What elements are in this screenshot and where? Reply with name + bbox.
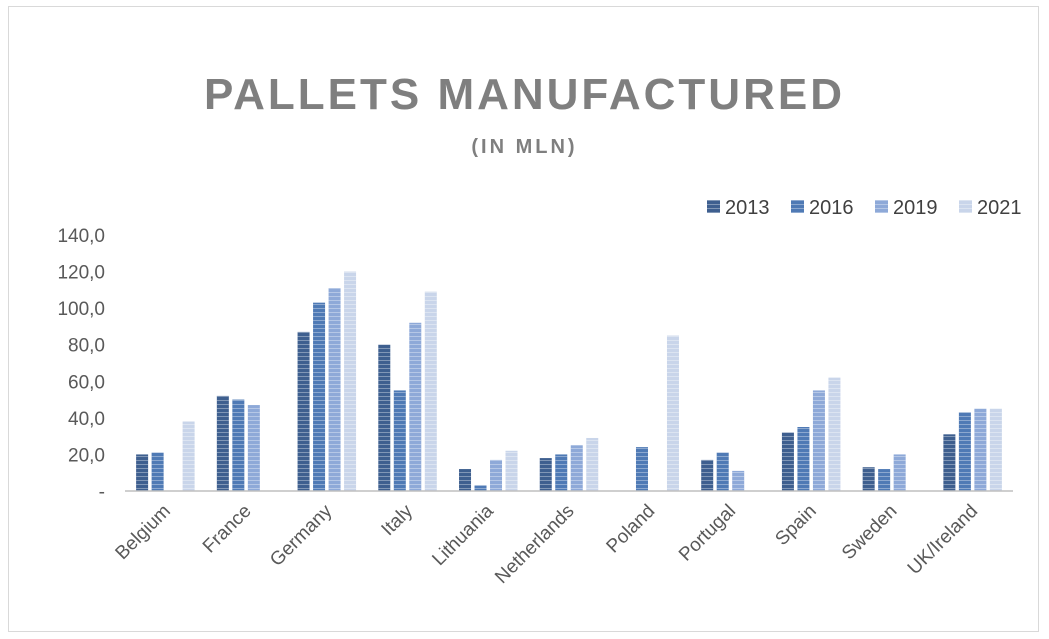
bar-texture xyxy=(539,458,552,491)
bar-texture xyxy=(344,271,357,491)
legend: 2013 2016 2019 2021 xyxy=(707,197,1022,219)
chart-frame xyxy=(8,6,1039,632)
x-tick-label: Germany xyxy=(266,500,336,570)
bar-texture xyxy=(878,469,891,491)
chart-title: PALLETS MANUFACTURED xyxy=(204,70,845,119)
bar-texture xyxy=(136,454,149,491)
legend-label: 2016 xyxy=(809,197,854,219)
legend-swatch-texture xyxy=(875,200,888,213)
y-tick-label: 80,0 xyxy=(68,336,105,357)
bar-texture xyxy=(247,405,260,491)
bar-texture xyxy=(828,377,841,491)
bar-texture xyxy=(958,412,971,491)
bar-texture xyxy=(216,395,229,491)
y-tick-label: 60,0 xyxy=(68,372,105,393)
y-axis: - 20,0 40,0 60,0 80,0 100,0 120,0 140,0 xyxy=(57,226,105,503)
bar-texture xyxy=(781,432,794,491)
bar-texture xyxy=(812,390,825,491)
bar-texture xyxy=(570,445,583,491)
x-tick-label: Portugal xyxy=(675,501,740,566)
bar-texture xyxy=(862,467,875,491)
legend-swatch-texture xyxy=(707,200,720,213)
x-tick-label: Lithuania xyxy=(428,500,498,570)
legend-label: 2021 xyxy=(977,197,1022,219)
bar-texture xyxy=(797,427,810,491)
x-tick-label: France xyxy=(199,501,256,558)
bar-texture xyxy=(732,470,745,491)
legend-label: 2013 xyxy=(725,197,770,219)
bar-texture xyxy=(328,288,341,491)
bar-texture xyxy=(151,452,164,491)
bar-texture xyxy=(716,452,729,491)
x-tick-label: Spain xyxy=(771,501,820,550)
bar-texture xyxy=(297,331,310,491)
x-tick-label: UK/Ireland xyxy=(904,501,982,579)
bar-texture xyxy=(989,408,1002,491)
bar-texture xyxy=(555,454,568,491)
bar-texture xyxy=(701,459,714,491)
bar-texture xyxy=(313,302,326,491)
bar-texture xyxy=(490,459,503,491)
y-tick-label: 40,0 xyxy=(68,409,105,430)
bar-texture xyxy=(635,447,648,491)
bar-texture xyxy=(893,454,906,491)
bar-texture xyxy=(424,291,437,491)
bar-texture xyxy=(666,335,679,491)
chart-subtitle: (IN MLN) xyxy=(471,136,578,158)
legend-label: 2019 xyxy=(893,197,938,219)
x-tick-label: Netherlands xyxy=(491,501,578,588)
bar-texture xyxy=(232,399,245,491)
y-tick-label: 120,0 xyxy=(57,263,105,284)
bar-texture xyxy=(459,469,472,491)
bars xyxy=(136,271,1002,491)
y-tick-label: 20,0 xyxy=(68,445,105,466)
bar-texture xyxy=(505,450,518,491)
bar-texture xyxy=(409,322,422,491)
x-tick-label: Poland xyxy=(603,501,660,558)
x-tick-label: Italy xyxy=(378,500,418,540)
x-tick-label: Belgium xyxy=(112,501,175,564)
legend-swatch-texture xyxy=(791,200,804,213)
x-tick-label: Sweden xyxy=(838,501,901,564)
legend-swatch-texture xyxy=(959,200,972,213)
y-tick-label: 100,0 xyxy=(57,299,105,320)
y-tick-label: 140,0 xyxy=(57,226,105,247)
bar-texture xyxy=(586,437,599,491)
bar-texture xyxy=(182,421,195,491)
bar-texture xyxy=(943,434,956,491)
y-tick-label: - xyxy=(99,482,105,503)
bar-texture xyxy=(378,344,391,491)
bar-texture xyxy=(974,408,987,491)
bar-texture xyxy=(393,390,406,491)
x-axis: Belgium France Germany Italy LithuaniaNether… xyxy=(112,500,983,588)
bar-texture xyxy=(474,485,487,491)
